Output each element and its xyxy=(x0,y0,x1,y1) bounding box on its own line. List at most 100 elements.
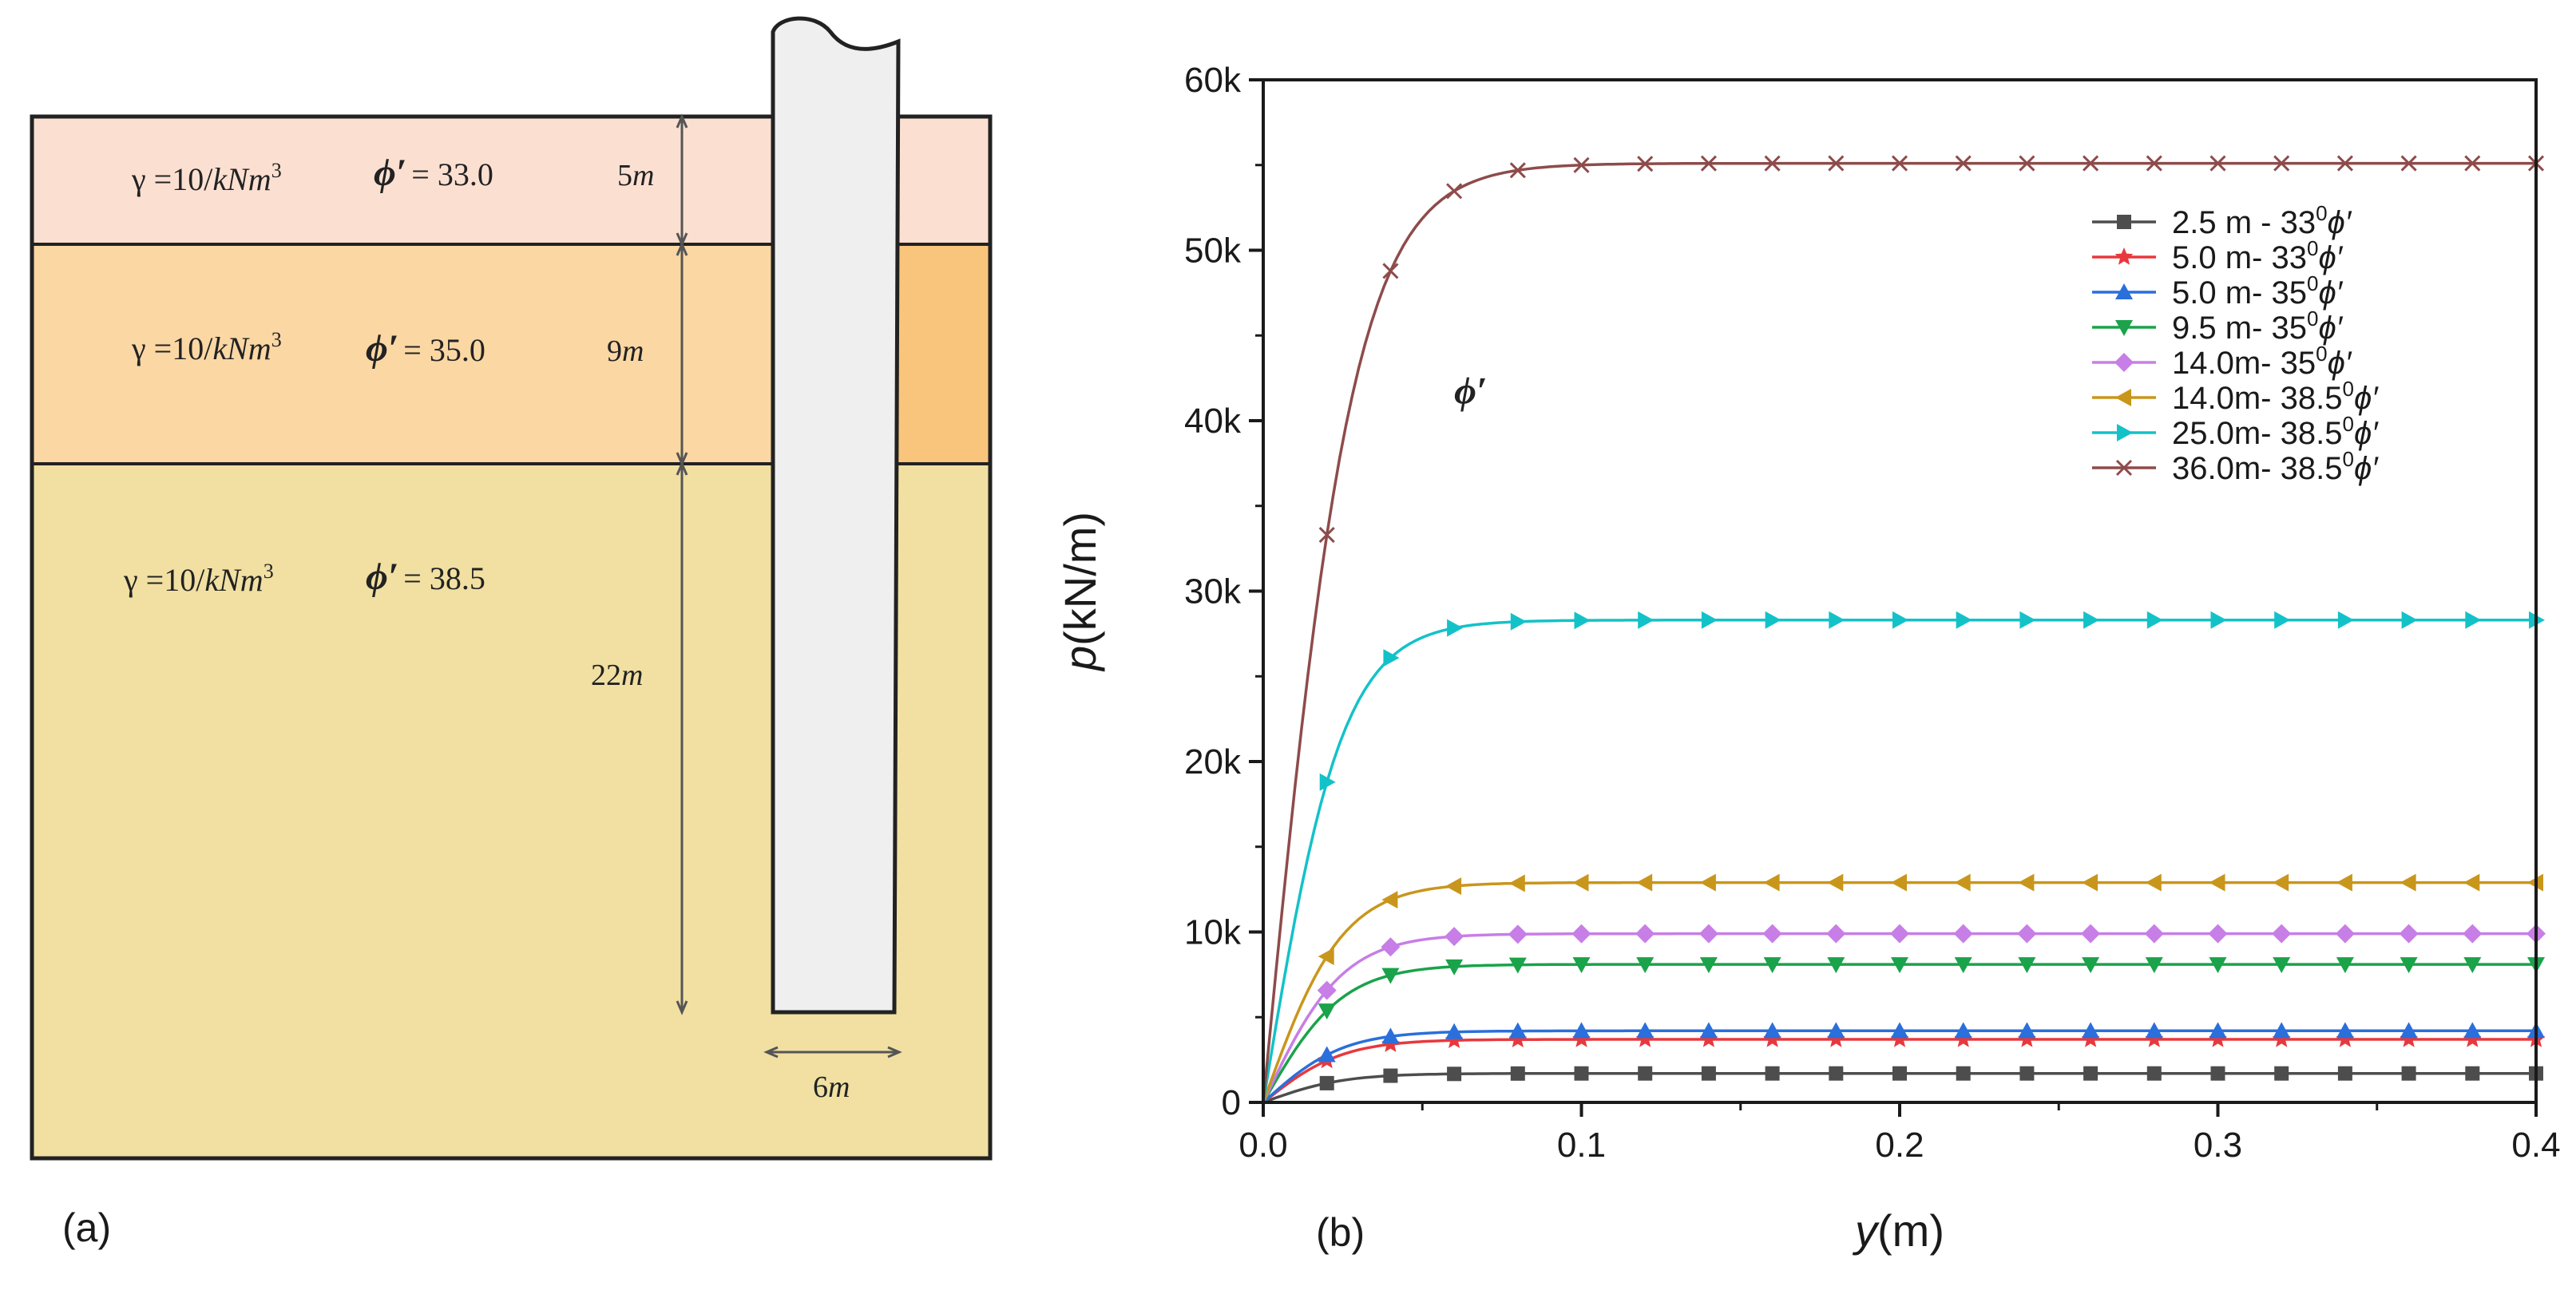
series-4-point xyxy=(1508,957,1527,974)
series-5-point xyxy=(1445,927,1464,947)
series-2-point xyxy=(1763,1030,1781,1047)
series-3-point xyxy=(2082,1022,2100,1039)
series-4-point xyxy=(1954,957,1972,974)
series-7-point xyxy=(2146,611,2163,629)
series-1-point xyxy=(1447,1066,1462,1082)
series-2-point xyxy=(1572,1030,1591,1047)
series-1-point xyxy=(2146,1066,2162,1081)
legend-marker-8 xyxy=(2115,459,2133,477)
series-6-point xyxy=(2082,873,2098,892)
series-8-point xyxy=(1446,183,1463,200)
series-8-point xyxy=(2336,155,2353,172)
series-2-point xyxy=(1635,1030,1655,1047)
legend-label-5: 14.0m- 350ϕ′ xyxy=(2172,342,2352,381)
series-3-point xyxy=(2018,1022,2036,1039)
series-7-point xyxy=(1319,773,1336,791)
soil-profile-diagram: γ =10/kNm3 ϕ′ = 33.0 5m γ =10/kNm3 ϕ′ = 35… xyxy=(30,16,993,1250)
series-7-point xyxy=(1956,611,1972,629)
series-1-point xyxy=(2337,1066,2352,1081)
series-3-point xyxy=(1572,1022,1591,1039)
series-6-point xyxy=(2145,873,2162,892)
series-4-point xyxy=(1636,957,1655,974)
series-4-point xyxy=(2145,957,2163,974)
series-1-point xyxy=(1956,1066,1971,1081)
series-8-point xyxy=(1573,156,1590,173)
series-5-point xyxy=(1953,924,1973,944)
series-1-point xyxy=(1510,1066,1525,1081)
py-curve-chart: 0 10k 20k 30k 40k 50k 60k 0.0 0.1 0.2 0.3 0.4 p(kN/… xyxy=(1055,61,2561,1256)
series-1-point xyxy=(1701,1066,1716,1081)
series-7-point xyxy=(1638,611,1655,629)
layer-3-depth: 22m xyxy=(591,659,643,692)
soil-outline xyxy=(30,114,993,1161)
series-2-point xyxy=(2272,1030,2291,1047)
series-6-point xyxy=(2336,873,2352,892)
soil-layer-2-right-band xyxy=(894,244,990,464)
series-8-point xyxy=(2209,155,2226,172)
series-5-point xyxy=(1381,937,1401,957)
panel-b-label: (b) xyxy=(1316,1210,1365,1255)
series-8-point xyxy=(1891,155,1908,172)
legend-marker-5 xyxy=(2114,353,2134,372)
series-1-point xyxy=(2274,1066,2289,1081)
series-6-point xyxy=(1445,877,1462,896)
series-2-point xyxy=(1826,1030,1845,1047)
dim-arrow-22m-top xyxy=(676,461,688,476)
series-6-point xyxy=(1381,891,1398,909)
legend-marker-7 xyxy=(2117,424,2133,441)
series-2-point xyxy=(2336,1030,2355,1047)
series-5-point xyxy=(2335,924,2355,944)
legend-marker-2 xyxy=(2114,247,2134,265)
y-axis-label: p(kN/m) xyxy=(1055,512,1105,672)
series-6-point xyxy=(2273,873,2289,892)
legend-label-6: 14.0m- 38.50ϕ′ xyxy=(2172,377,2379,416)
series-8-point xyxy=(2464,155,2481,172)
series-4-point xyxy=(1318,1003,1336,1020)
layer-2-depth: 9m xyxy=(607,334,644,368)
legend-label-4: 9.5 m- 350ϕ′ xyxy=(2172,307,2344,346)
series-2-point xyxy=(2400,1030,2418,1047)
series-3-point xyxy=(2145,1022,2163,1039)
series-2-point xyxy=(1954,1030,1973,1047)
series-6-point xyxy=(2018,873,2035,892)
series-1-point xyxy=(1574,1066,1589,1081)
series-3-point xyxy=(2336,1022,2354,1039)
series-8-point xyxy=(1828,155,1845,172)
series-3-point xyxy=(1318,1046,1336,1062)
y-tick-label: 50k xyxy=(1184,231,1242,271)
series-7-point xyxy=(2210,611,2227,629)
series-8-point xyxy=(2273,155,2290,172)
series-3-point xyxy=(2463,1022,2482,1039)
series-2-point xyxy=(1508,1030,1528,1047)
series-4-point xyxy=(2209,957,2227,974)
layer-1-depth: 5m xyxy=(617,159,654,192)
series-5-point xyxy=(1762,924,1782,944)
plot-frame xyxy=(1262,78,2538,1104)
series-3-point xyxy=(1699,1022,1718,1039)
series-7-point xyxy=(1510,612,1527,631)
series-4-point xyxy=(2400,957,2418,974)
series-7-point xyxy=(2465,611,2482,629)
legend: 2.5 m - 330ϕ′5.0 m- 330ϕ′5.0 m- 350ϕ′9.5… xyxy=(2092,201,2379,486)
series-5-point xyxy=(2208,924,2228,944)
series-6-point xyxy=(2400,873,2416,892)
series-8-point xyxy=(1955,155,1972,172)
legend-label-7: 25.0m- 38.50ϕ′ xyxy=(2172,412,2379,451)
series-4-point xyxy=(1572,957,1591,974)
pile-width-label: 6m xyxy=(813,1070,850,1104)
y-tick-label: 40k xyxy=(1184,402,1242,441)
series-2-point xyxy=(2209,1030,2227,1047)
series-2-point xyxy=(1890,1030,1909,1047)
series-4-point xyxy=(1891,957,1908,974)
y-tick-label: 20k xyxy=(1184,742,1242,782)
series-4-point xyxy=(1827,957,1845,974)
layer-2-phi: ϕ′ = 35.0 xyxy=(366,327,485,370)
series-4-point xyxy=(2336,957,2354,974)
series-3-point xyxy=(1445,1023,1464,1039)
legend-label-2: 5.0 m- 330ϕ′ xyxy=(2172,236,2344,275)
series-7-point xyxy=(2274,611,2291,629)
series-5-point xyxy=(2144,924,2164,944)
series-4-point xyxy=(1445,959,1464,975)
series-1-point xyxy=(2083,1066,2098,1081)
series-7-point xyxy=(1829,611,1845,629)
